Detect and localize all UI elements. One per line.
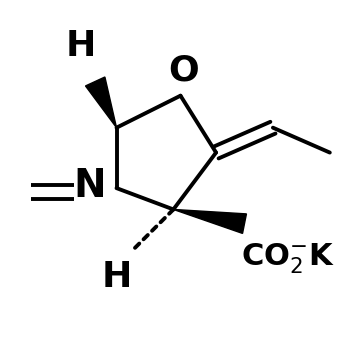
Text: O: O: [169, 54, 199, 88]
Text: N: N: [73, 167, 106, 205]
Text: CO$^{-}_{2}$K: CO$^{-}_{2}$K: [241, 241, 335, 276]
Polygon shape: [85, 77, 117, 128]
Text: H: H: [66, 29, 96, 63]
Text: H: H: [101, 260, 132, 294]
Polygon shape: [173, 210, 247, 233]
